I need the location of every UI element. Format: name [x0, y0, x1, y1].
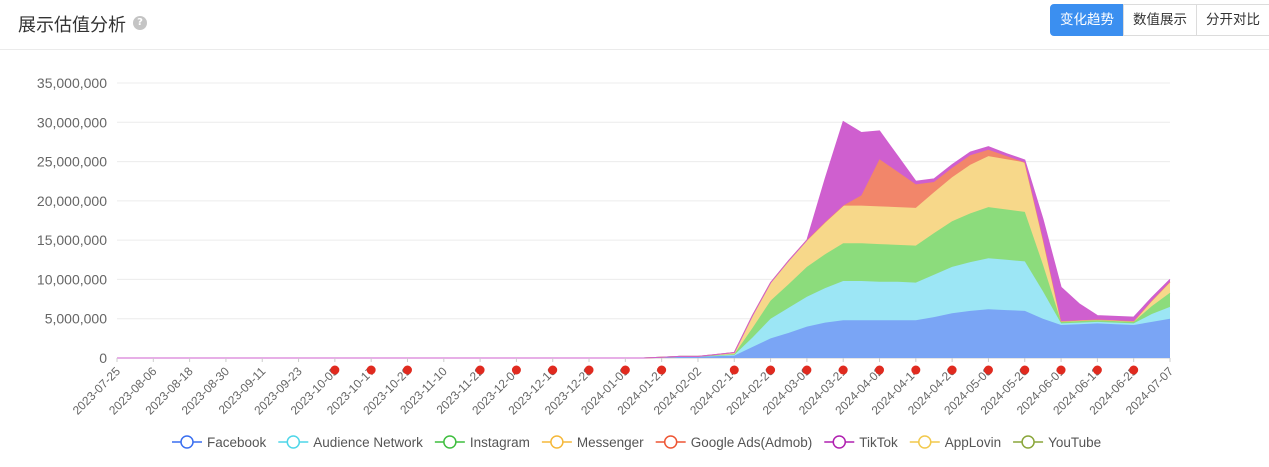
series-area-google-ads-admob- [117, 149, 1170, 358]
legend-marker-icon [180, 435, 194, 449]
legend-label: Instagram [470, 435, 530, 450]
legend-label: Messenger [577, 435, 644, 450]
legend-marker-icon [550, 435, 564, 449]
legend-label: Google Ads(Admob) [691, 435, 813, 450]
legend-label: YouTube [1048, 435, 1101, 450]
legend-label: TikTok [859, 435, 898, 450]
value-view-button[interactable]: 数值展示 [1123, 4, 1197, 36]
compare-view-button[interactable]: 分开对比 [1196, 4, 1269, 36]
legend-marker-icon [832, 435, 847, 449]
legend-label: AppLovin [945, 435, 1001, 450]
event-marker [838, 365, 848, 375]
event-marker [947, 365, 957, 375]
event-marker [366, 365, 376, 375]
help-icon[interactable]: ? [133, 16, 147, 30]
event-marker [911, 365, 921, 375]
view-mode-toggle: 变化趋势 数值展示 分开对比 [1050, 4, 1269, 36]
legend-marker-icon [918, 435, 932, 449]
page-title: 展示估值分析 [18, 15, 126, 36]
event-marker [1056, 365, 1066, 375]
y-tick-label: 15,000,000 [37, 232, 107, 248]
event-marker [657, 365, 667, 375]
legend-marker-icon [286, 435, 301, 449]
event-marker [729, 365, 739, 375]
event-marker [548, 365, 558, 375]
event-marker [584, 365, 594, 375]
event-marker [1020, 365, 1030, 375]
panel-header: 展示估值分析 ? 变化趋势 数值展示 分开对比 [0, 0, 1269, 50]
legend-marker-icon [443, 435, 457, 449]
legend-label: Facebook [207, 435, 267, 450]
legend-marker-icon [663, 435, 678, 449]
y-tick-label: 35,000,000 [37, 75, 107, 91]
legend-item-tiktok[interactable]: TikTok [824, 435, 898, 450]
legend-item-instagram[interactable]: Instagram [434, 435, 530, 450]
series-area-facebook [117, 309, 1170, 358]
y-tick-label: 25,000,000 [37, 154, 107, 170]
event-marker [1092, 365, 1102, 375]
legend-label: Audience Network [313, 435, 423, 450]
event-marker [620, 365, 630, 375]
series-line [117, 120, 1171, 359]
y-tick-label: 0 [99, 350, 107, 366]
event-marker [766, 365, 776, 375]
series-area-audience-network [117, 258, 1170, 358]
legend-item-audience-network[interactable]: Audience Network [278, 435, 423, 450]
event-marker [983, 365, 993, 375]
event-marker [802, 365, 812, 375]
event-marker [330, 365, 340, 375]
legend-marker-icon [1021, 435, 1035, 449]
y-tick-label: 30,000,000 [37, 114, 107, 130]
y-tick-label: 10,000,000 [37, 271, 107, 287]
event-marker [511, 365, 521, 375]
event-marker [875, 365, 885, 375]
stacked-area-chart: 0 5,000,000 10,000,000 15,000,000 20,000,000… [37, 75, 1176, 450]
legend-item-applovin[interactable]: AppLovin [909, 435, 1001, 450]
event-marker [475, 365, 485, 375]
trend-view-button[interactable]: 变化趋势 [1050, 4, 1124, 36]
legend-item-messenger[interactable]: Messenger [541, 435, 644, 450]
y-tick-label: 20,000,000 [37, 193, 107, 209]
event-marker [1129, 365, 1139, 375]
legend-item-youtube[interactable]: YouTube [1013, 435, 1101, 450]
legend-item-google-ads-admob-[interactable]: Google Ads(Admob) [655, 435, 813, 450]
y-tick-label: 5,000,000 [45, 311, 107, 327]
legend-item-facebook[interactable]: Facebook [172, 435, 267, 450]
event-marker [402, 365, 412, 375]
